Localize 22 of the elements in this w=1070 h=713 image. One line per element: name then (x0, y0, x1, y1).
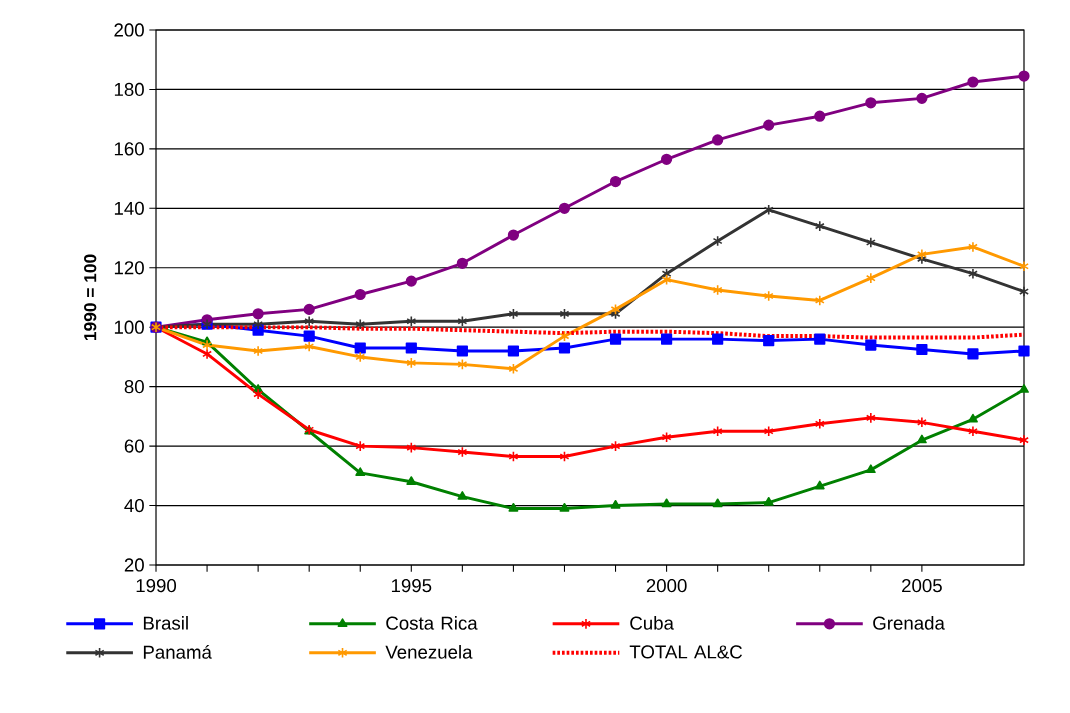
x-tick-label: 1990 (136, 579, 177, 593)
y-tick-label: 40 (124, 498, 144, 513)
y-tick-label: 20 (124, 558, 144, 572)
y-tick-label: 80 (124, 380, 144, 394)
y-tick-label: 120 (114, 261, 144, 275)
legend-label: Brasil (143, 616, 188, 630)
x-tick-label: 2000 (646, 579, 687, 593)
y-tick-label: 60 (124, 439, 144, 453)
x-tick-label: 1995 (391, 579, 432, 593)
y-tick-label: 100 (114, 320, 144, 334)
legend-label: Venezuela (385, 645, 473, 659)
y-axis-title: 1990 = 100 (84, 254, 97, 341)
legend-label: Costa Rica (386, 616, 478, 630)
legend-label: Grenada (873, 616, 945, 630)
y-tick-label: 140 (114, 201, 144, 215)
y-tick-label: 180 (114, 82, 144, 97)
y-tick-label: 200 (114, 23, 144, 37)
y-tick-label: 160 (114, 142, 144, 156)
x-tick-label: 2005 (902, 579, 942, 593)
legend-label: Cuba (630, 616, 674, 630)
legend-label: Panamá (143, 644, 212, 659)
legend-label: TOTAL AL&C (629, 645, 743, 659)
